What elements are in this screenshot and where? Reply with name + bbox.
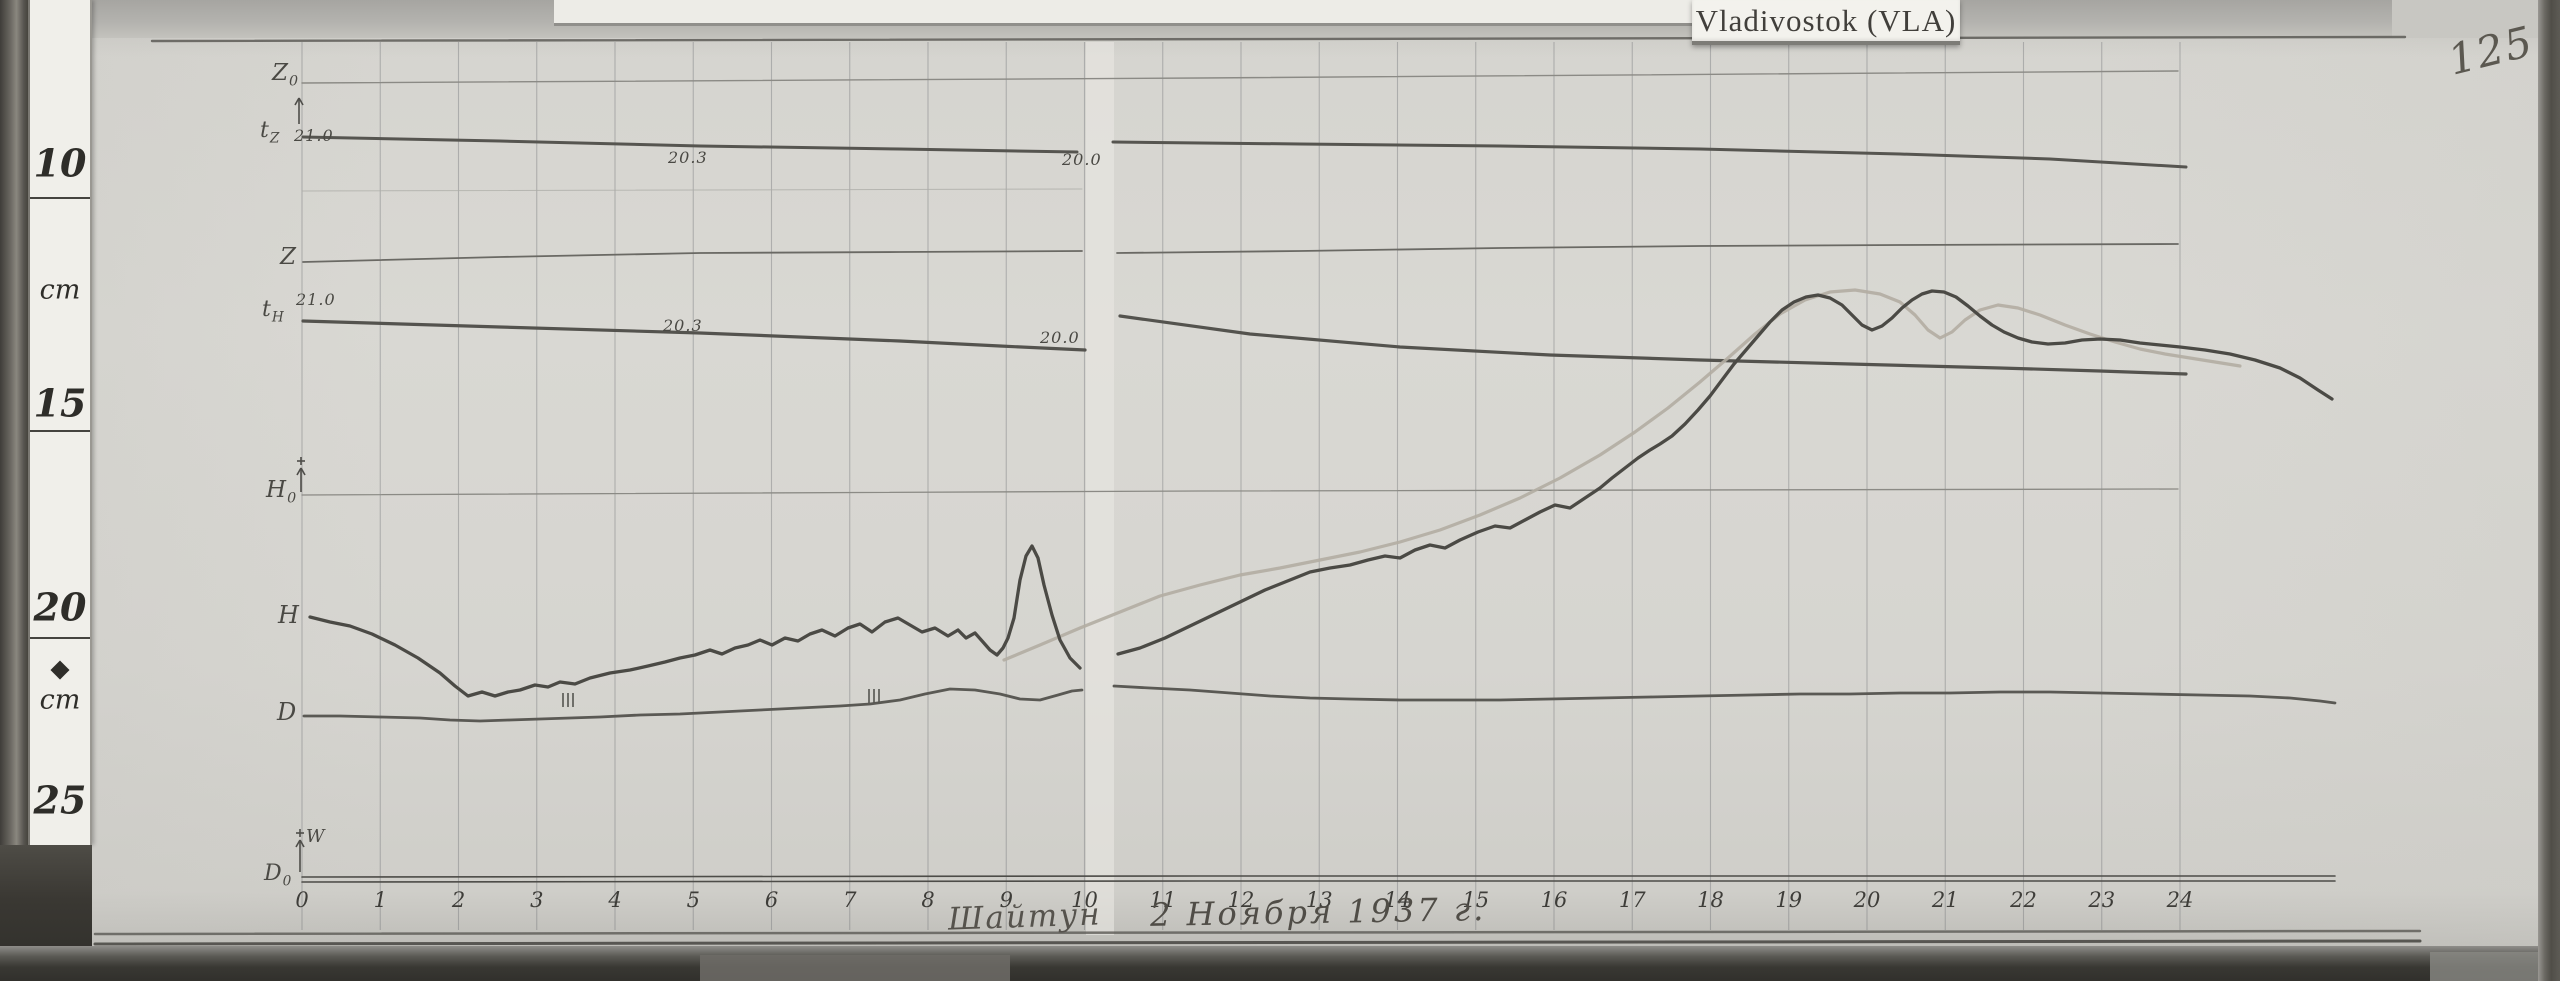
trace-H-right bbox=[1116, 289, 2334, 656]
orientation-arrow-icon bbox=[294, 97, 304, 124]
label-z0: Z0 bbox=[272, 60, 300, 90]
trace-H-ghost bbox=[1002, 288, 2242, 662]
trace-tH-right bbox=[1118, 314, 2188, 376]
trace-D-left bbox=[302, 687, 1084, 723]
paper-top-right-corner bbox=[2392, 0, 2545, 38]
hour-label: 14 bbox=[1384, 888, 1411, 912]
bottom-light-patch-right bbox=[2430, 952, 2540, 981]
hour-label: 6 bbox=[764, 888, 779, 912]
label-z: Z bbox=[280, 244, 297, 270]
ruler-mark-25: 25 bbox=[33, 777, 87, 823]
trace-Z-left bbox=[302, 250, 1083, 263]
orientation-arrow-icon bbox=[296, 457, 306, 492]
ruler-tick bbox=[30, 637, 90, 639]
orientation-arrow-icon bbox=[295, 829, 305, 872]
hour-label: 9 bbox=[999, 888, 1013, 912]
hour-label: 4 bbox=[608, 888, 622, 912]
label-d: D bbox=[277, 698, 298, 726]
trace-paper-bottom-edge-2 bbox=[93, 939, 2422, 946]
hour-label: 3 bbox=[530, 888, 544, 912]
ruler-tick bbox=[30, 430, 90, 432]
paper-top-edge-highlight bbox=[554, 0, 1694, 26]
label-d0: D0 bbox=[264, 861, 293, 890]
hour-label: 8 bbox=[921, 888, 935, 912]
trace-tZ-right bbox=[1111, 140, 2188, 169]
trace-D0-baseline-lower bbox=[301, 880, 2336, 883]
value-th-end: 20.0 bbox=[1040, 328, 1080, 347]
label-h0: H0 bbox=[266, 477, 298, 507]
station-label: Vladivostok (VLA) bbox=[1692, 0, 1960, 45]
trace-H-left bbox=[308, 544, 1082, 698]
trace-D0-baseline-upper bbox=[301, 875, 2336, 878]
trace-tH-left bbox=[301, 319, 1087, 352]
trace-z0-baseline bbox=[301, 70, 2179, 84]
station-name: Vladivostok (VLA) bbox=[1695, 2, 1957, 38]
ruler-mark-15: 15 bbox=[33, 380, 87, 426]
ruler-mark-cm: cm bbox=[39, 684, 81, 716]
value-th-mid: 20.3 bbox=[663, 316, 703, 335]
label-tz: tZ bbox=[260, 118, 281, 147]
hour-label: 13 bbox=[1305, 888, 1333, 912]
bottom-light-patch bbox=[700, 955, 1010, 981]
value-tz-mid: 20.3 bbox=[668, 148, 708, 167]
binding-edge-right bbox=[2538, 0, 2560, 981]
hour-label: 22 bbox=[2010, 888, 2037, 912]
hour-label: 10 bbox=[1071, 888, 1098, 912]
trace-D-right bbox=[1112, 684, 2337, 705]
ruler-tick bbox=[30, 197, 90, 199]
hour-label: 21 bbox=[1931, 888, 1959, 912]
ruler-maker-logo-icon: ◆ bbox=[50, 653, 70, 683]
hour-label: 20 bbox=[1853, 888, 1881, 912]
hour-label: 2 bbox=[451, 888, 466, 912]
trace-Z-right bbox=[1116, 243, 2179, 254]
hour-label: 12 bbox=[1227, 888, 1255, 912]
chart-paper bbox=[92, 0, 2545, 948]
hour-label: 0 bbox=[295, 888, 309, 912]
trace-faint-ruled-line bbox=[301, 188, 1083, 192]
ruler: 10 cm 15 20 cm 25 ◆ bbox=[28, 0, 92, 845]
hour-label: 5 bbox=[686, 888, 700, 912]
ruler-mark-10: 10 bbox=[33, 140, 87, 186]
paper-seam bbox=[1086, 42, 1114, 935]
ruler-mark-20: 20 bbox=[33, 584, 87, 630]
hour-label: 24 bbox=[2166, 888, 2194, 912]
value-th-start: 21.0 bbox=[296, 290, 336, 309]
table-edge-left bbox=[0, 0, 30, 981]
table-edge-bottom bbox=[0, 946, 2560, 981]
hour-label: 7 bbox=[843, 888, 857, 912]
label-h: H bbox=[278, 601, 300, 629]
hour-label: 19 bbox=[1775, 888, 1803, 912]
observer-signature: Шайтун bbox=[947, 896, 1103, 938]
trace-H0-baseline bbox=[301, 488, 2179, 496]
hour-label: 11 bbox=[1149, 888, 1177, 912]
hour-label: 17 bbox=[1618, 888, 1646, 912]
trace-tZ-left bbox=[301, 135, 1079, 154]
record-date: 2 Ноября 1937 г. bbox=[1149, 890, 1487, 934]
hour-label: 23 bbox=[2088, 888, 2116, 912]
label-w: W bbox=[306, 826, 326, 847]
trace-top-border bbox=[150, 35, 2407, 43]
value-tz-end: 20.0 bbox=[1062, 150, 1102, 169]
ruler-mark-cm: cm bbox=[39, 274, 81, 306]
hour-label: 16 bbox=[1540, 888, 1568, 912]
value-tz-start: 21.0 bbox=[294, 126, 334, 145]
hour-label: 18 bbox=[1697, 888, 1724, 912]
hour-label: 15 bbox=[1462, 888, 1490, 912]
trace-paper-bottom-edge-1 bbox=[93, 929, 2422, 936]
label-th: tH bbox=[262, 297, 285, 326]
hour-label: 1 bbox=[373, 888, 387, 912]
